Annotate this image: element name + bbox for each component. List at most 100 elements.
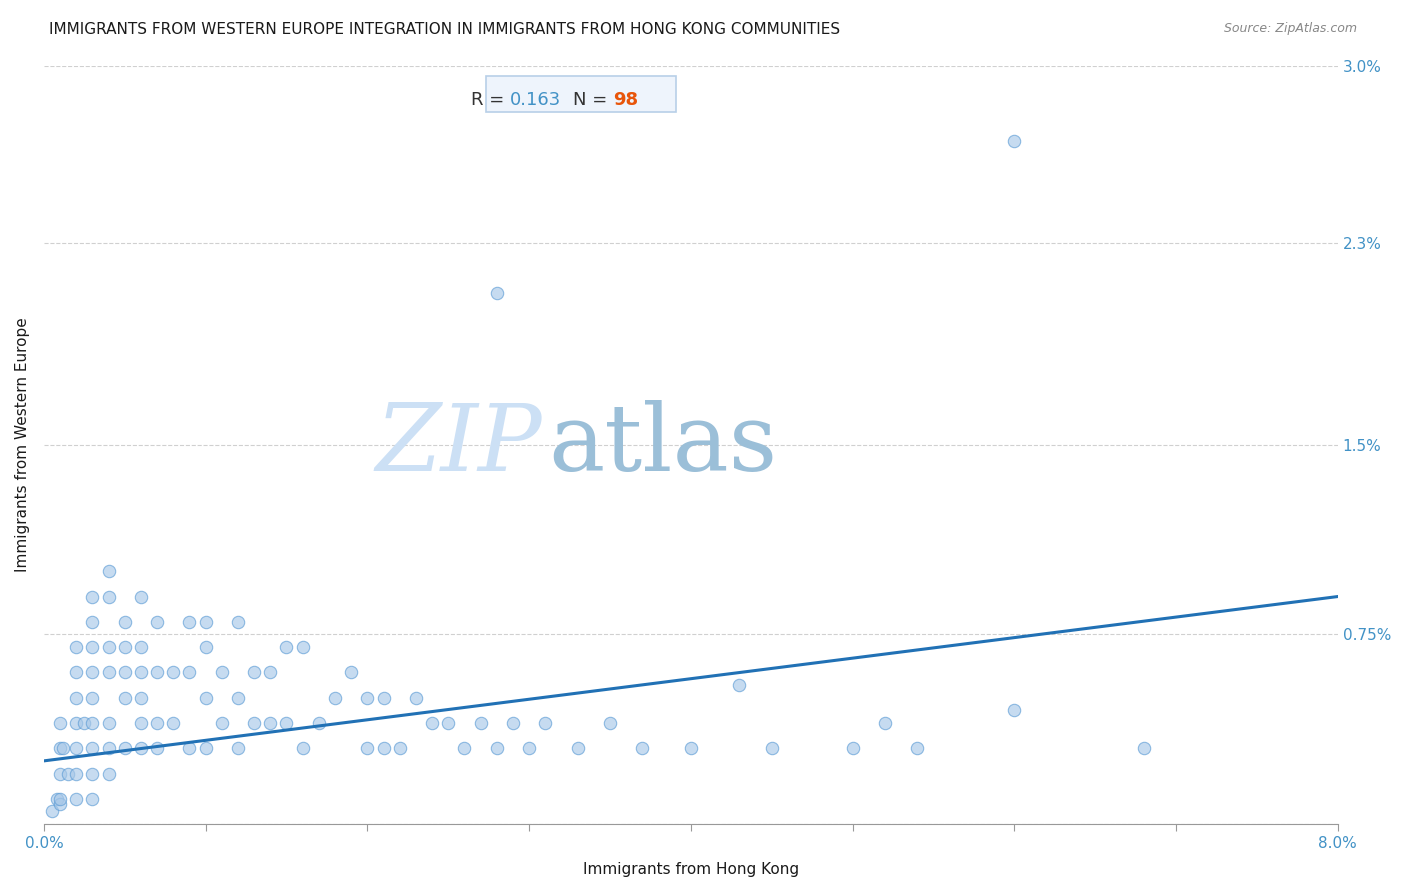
Point <box>211 715 233 730</box>
Point <box>841 741 863 756</box>
Point <box>65 715 87 730</box>
Point <box>291 640 314 654</box>
Point <box>308 715 330 730</box>
Point <box>502 715 524 730</box>
Text: R =: R = <box>471 91 510 109</box>
Point <box>485 741 508 756</box>
Point <box>129 690 152 705</box>
Point <box>114 615 136 629</box>
Point <box>114 690 136 705</box>
Point <box>226 690 249 705</box>
Text: 0.163: 0.163 <box>510 91 561 109</box>
Point <box>194 640 217 654</box>
Point <box>373 690 395 705</box>
Point <box>226 741 249 756</box>
Point <box>517 741 540 756</box>
Point <box>485 286 508 301</box>
Point <box>679 741 702 756</box>
Point <box>437 715 460 730</box>
Point <box>259 715 281 730</box>
Point <box>49 715 72 730</box>
Point <box>1132 741 1154 756</box>
Point <box>56 766 79 780</box>
Point <box>65 792 87 806</box>
Point <box>388 741 411 756</box>
Point <box>453 741 475 756</box>
Text: N =: N = <box>574 91 613 109</box>
Point <box>179 665 201 680</box>
Point <box>373 741 395 756</box>
Point <box>276 640 298 654</box>
Point <box>114 640 136 654</box>
Point <box>97 665 120 680</box>
Point <box>162 665 184 680</box>
Point <box>73 715 96 730</box>
Point <box>82 715 104 730</box>
Point <box>146 741 169 756</box>
Point <box>97 766 120 780</box>
Point <box>194 690 217 705</box>
Point <box>276 715 298 730</box>
Point <box>49 797 72 811</box>
Point <box>52 741 75 756</box>
Text: IMMIGRANTS FROM WESTERN EUROPE INTEGRATION IN IMMIGRANTS FROM HONG KONG COMMUNIT: IMMIGRANTS FROM WESTERN EUROPE INTEGRATI… <box>49 22 841 37</box>
Point <box>146 665 169 680</box>
Point <box>114 741 136 756</box>
Point <box>470 715 492 730</box>
Text: Source: ZipAtlas.com: Source: ZipAtlas.com <box>1223 22 1357 36</box>
Point <box>65 690 87 705</box>
Point <box>211 665 233 680</box>
Point <box>323 690 346 705</box>
Point <box>97 590 120 604</box>
Point <box>65 640 87 654</box>
Point <box>45 792 67 806</box>
Point <box>49 792 72 806</box>
Point <box>65 741 87 756</box>
Point <box>356 690 378 705</box>
Point <box>97 564 120 578</box>
Point <box>567 741 589 756</box>
Point <box>82 766 104 780</box>
Point <box>259 665 281 680</box>
Point <box>97 640 120 654</box>
Point <box>905 741 928 756</box>
Point <box>129 665 152 680</box>
Point <box>599 715 621 730</box>
Point <box>97 715 120 730</box>
Point <box>82 690 104 705</box>
Point <box>1002 703 1025 717</box>
Text: ZIP: ZIP <box>375 400 543 490</box>
Y-axis label: Immigrants from Western Europe: Immigrants from Western Europe <box>15 318 30 572</box>
X-axis label: Immigrants from Hong Kong: Immigrants from Hong Kong <box>582 862 799 877</box>
Point <box>82 590 104 604</box>
Text: 98: 98 <box>613 91 638 109</box>
Point <box>1002 135 1025 149</box>
Point <box>65 766 87 780</box>
Point <box>243 715 266 730</box>
Point <box>179 615 201 629</box>
Point <box>146 715 169 730</box>
Point <box>162 715 184 730</box>
Point <box>82 792 104 806</box>
Point <box>873 715 896 730</box>
Point <box>82 615 104 629</box>
Point <box>194 741 217 756</box>
Point <box>356 741 378 756</box>
Point <box>49 741 72 756</box>
Point <box>129 640 152 654</box>
Point <box>728 678 751 692</box>
Point <box>114 665 136 680</box>
Point <box>761 741 783 756</box>
Point <box>405 690 427 705</box>
Point <box>41 805 63 819</box>
Point <box>129 715 152 730</box>
Point <box>420 715 443 730</box>
Point <box>631 741 654 756</box>
Point <box>82 640 104 654</box>
Point <box>97 741 120 756</box>
Point <box>194 615 217 629</box>
Text: atlas: atlas <box>548 400 778 490</box>
Point <box>243 665 266 680</box>
Point <box>340 665 363 680</box>
Point <box>49 766 72 780</box>
